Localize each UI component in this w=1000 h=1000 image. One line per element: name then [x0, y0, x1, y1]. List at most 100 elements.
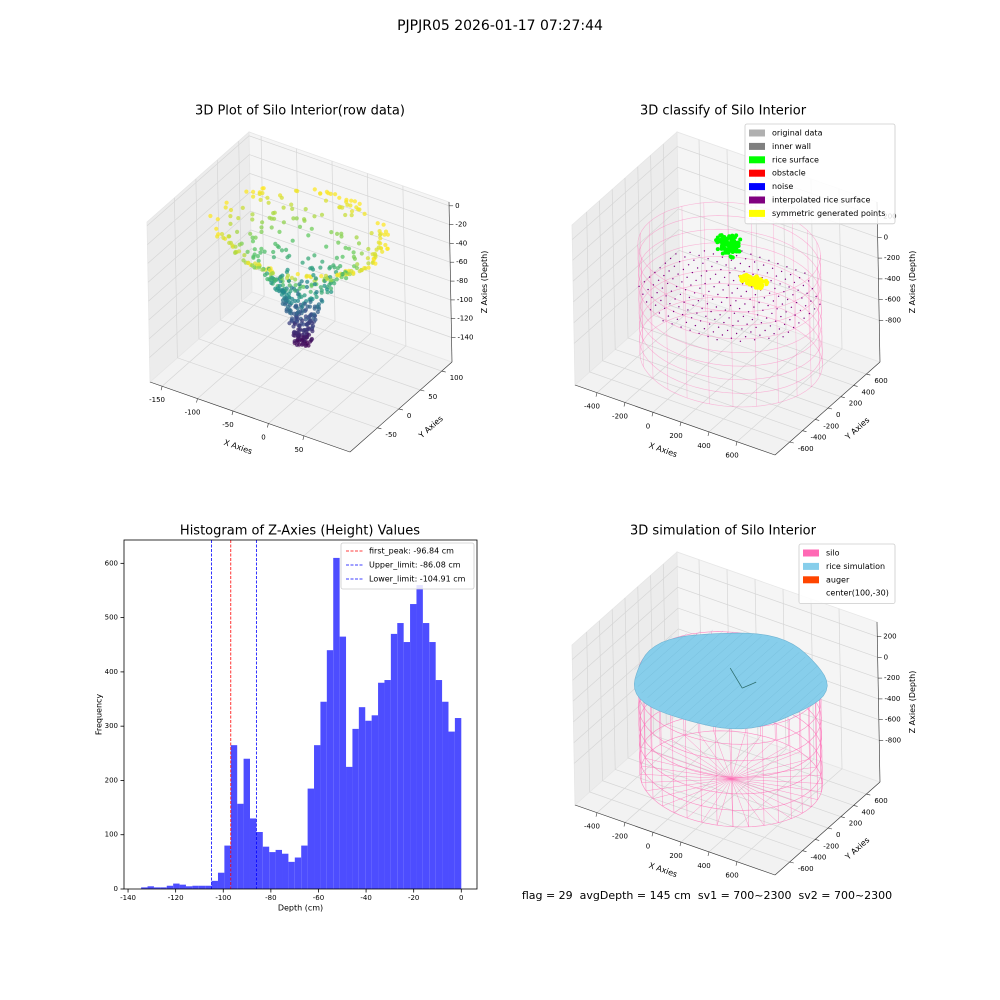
z-tick-label: -600: [885, 716, 901, 724]
histogram-bar: [282, 853, 289, 889]
tick-mark: [707, 851, 710, 856]
point-cloud-dot: [214, 226, 219, 231]
interpolated-dot: [752, 273, 754, 276]
interpolated-dot: [716, 261, 718, 263]
rice-surface-dot: [727, 248, 732, 253]
interpolated-dot: [751, 318, 754, 321]
interpolated-dot: [746, 323, 748, 325]
interpolated-dot: [658, 312, 661, 314]
y-tick-label: -400: [810, 854, 826, 862]
z-tick-label: -400: [884, 695, 900, 703]
histogram-bar: [384, 680, 391, 889]
point-cloud-dot: [285, 275, 290, 280]
silo-wall-line: [640, 233, 643, 343]
interpolated-dot: [802, 284, 805, 287]
z-tick-label: 200: [883, 633, 896, 641]
tick-mark: [377, 427, 382, 430]
silo-floor-spoke: [731, 778, 822, 793]
point-cloud-dot: [215, 217, 220, 222]
rice-surface-dot: [735, 240, 740, 245]
interpolated-dot: [647, 288, 649, 291]
y-tick-label: 0: [407, 412, 411, 420]
interpolated-dot: [757, 269, 760, 271]
interpolated-dot: [703, 328, 706, 330]
rice-mesh-line: [735, 661, 812, 729]
point-cloud-dot: [291, 216, 296, 221]
histogram-bar: [314, 745, 321, 889]
point-cloud-dot: [295, 272, 300, 277]
point-cloud-dot: [291, 333, 296, 338]
point-cloud-dot: [312, 187, 317, 192]
silo-wall-line: [817, 266, 821, 376]
point-cloud-dot: [297, 282, 302, 287]
interpolated-dot: [750, 331, 752, 333]
grid-line: [232, 160, 336, 412]
point-cloud-dot: [318, 265, 323, 270]
legend-swatch: [803, 549, 819, 557]
rice-surface-dot: [719, 233, 724, 238]
point-cloud-dot: [302, 217, 307, 222]
z-tick-label: -100: [457, 296, 473, 304]
interpolated-dot: [703, 250, 706, 252]
rice-surface-dot: [732, 248, 737, 253]
y-tick-label: 500: [105, 614, 118, 622]
interpolated-dot: [687, 264, 690, 266]
interpolated-dot: [777, 295, 780, 297]
interpolated-dot: [745, 290, 748, 293]
interpolated-dot: [725, 264, 727, 266]
point-cloud-dot: [294, 216, 299, 221]
point-cloud-dot: [228, 207, 234, 213]
histogram-bar: [365, 720, 372, 889]
point-cloud-dot: [351, 250, 356, 255]
histogram-bar: [269, 852, 276, 889]
histogram-bar: [230, 745, 238, 889]
grid-line: [147, 173, 450, 264]
symmetric-dot: [740, 278, 745, 283]
interpolated-dot: [771, 312, 773, 315]
interpolated-dot: [793, 281, 796, 284]
point-cloud-dot: [316, 305, 321, 310]
symmetric-dot: [756, 279, 761, 284]
point-cloud-dot: [328, 286, 334, 291]
interpolated-dot: [716, 339, 718, 341]
x-tick-label: 0: [646, 422, 650, 430]
x-tick-label: 200: [669, 852, 682, 860]
interpolated-dot: [784, 278, 787, 280]
interpolated-dot: [741, 250, 743, 252]
x-tick-label: -50: [222, 421, 233, 429]
point-cloud-dot: [385, 246, 390, 251]
x-tick-label: -400: [584, 403, 600, 411]
point-cloud-dot: [285, 255, 290, 260]
y-tick-label: 400: [862, 808, 875, 816]
point-cloud-dot: [251, 189, 256, 194]
point-cloud-dot: [301, 284, 306, 289]
interpolated-dot: [652, 284, 655, 286]
interpolated-dot: [786, 298, 789, 301]
point-cloud-dot: [344, 276, 349, 281]
legend-swatch: [803, 562, 819, 570]
point-cloud-dot: [294, 314, 299, 319]
interpolated-dot: [764, 329, 766, 332]
silo-ring: [639, 283, 823, 381]
interpolated-dot: [738, 307, 741, 310]
interpolated-dot: [663, 274, 665, 277]
y-tick-label: 200: [849, 400, 862, 408]
interpolated-dot: [777, 262, 779, 265]
interpolated-dot: [759, 256, 761, 258]
point-cloud-dot: [332, 281, 337, 286]
silo-wall-line: [807, 230, 810, 340]
point-cloud-dot: [306, 326, 311, 331]
silo-wall-line: [681, 206, 685, 316]
interpolated-dot: [798, 322, 800, 324]
legend-swatch: [749, 183, 765, 191]
rice-surface-dot: [715, 247, 720, 252]
tick-mark: [866, 793, 871, 796]
z-tick-label: -20: [455, 221, 466, 229]
y-tick-label: 100: [450, 374, 463, 382]
point-cloud-dot: [327, 282, 332, 287]
tick-mark: [815, 839, 820, 841]
point-cloud-dot: [250, 235, 255, 240]
interpolated-dot: [712, 331, 715, 333]
point-cloud-dot: [331, 263, 336, 268]
tick-mark: [735, 861, 738, 866]
